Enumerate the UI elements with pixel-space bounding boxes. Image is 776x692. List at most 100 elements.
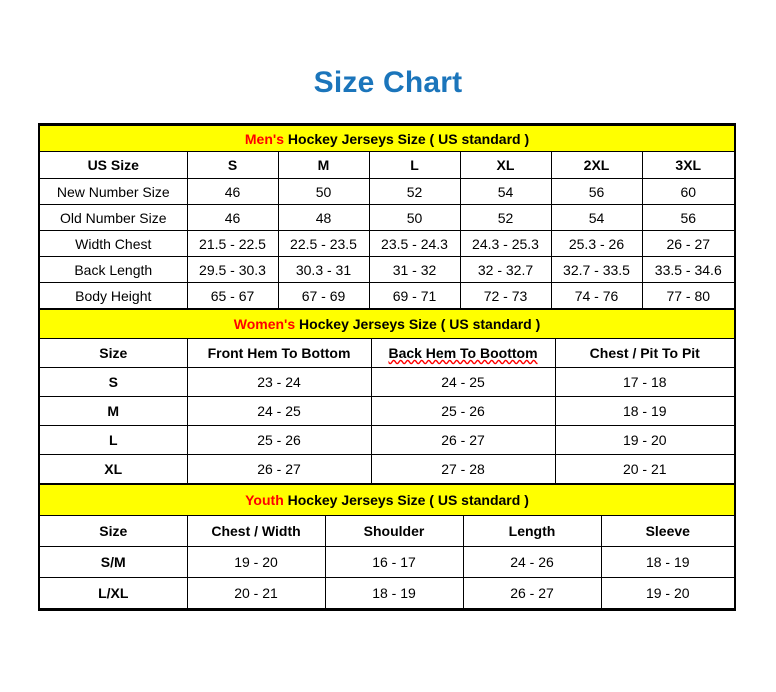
youth-cell-1-0: 20 - 21 (186, 577, 326, 609)
table-row: Body Height 65 - 67 67 - 69 69 - 71 72 -… (40, 282, 735, 309)
mens-col-header-0: US Size (40, 151, 188, 179)
table-row: XL 26 - 27 27 - 28 20 - 21 (40, 454, 735, 484)
womens-row-label-0: S (40, 367, 188, 397)
mens-cell-1-0: 46 (186, 204, 279, 231)
mens-cell-3-3: 32 - 32.7 (459, 256, 552, 283)
mens-cell-4-5: 77 - 80 (641, 282, 735, 309)
womens-banner-accent: Women's (233, 316, 296, 332)
womens-cell-3-1: 27 - 28 (370, 454, 556, 484)
mens-row-label-4: Body Height (40, 282, 188, 309)
mens-col-header-1: S (186, 151, 279, 179)
mens-cell-2-2: 23.5 - 24.3 (368, 230, 461, 257)
table-row: New Number Size 46 50 52 54 56 60 (40, 178, 735, 205)
womens-cell-1-2: 18 - 19 (554, 396, 735, 426)
mens-col-header-3: L (368, 151, 461, 179)
mens-cell-3-5: 33.5 - 34.6 (641, 256, 735, 283)
mens-col-header-2: M (277, 151, 370, 179)
youth-cell-0-1: 16 - 17 (324, 546, 464, 578)
mens-cell-3-4: 32.7 - 33.5 (550, 256, 643, 283)
mens-cell-0-2: 52 (368, 178, 461, 205)
mens-cell-2-5: 26 - 27 (641, 230, 735, 257)
youth-cell-0-2: 24 - 26 (462, 546, 602, 578)
womens-cell-0-2: 17 - 18 (554, 367, 735, 397)
womens-cell-2-2: 19 - 20 (554, 425, 735, 455)
mens-col-header-4: XL (459, 151, 552, 179)
mens-row-label-0: New Number Size (40, 178, 188, 205)
mens-cell-4-4: 74 - 76 (550, 282, 643, 309)
youth-banner-rest: Hockey Jerseys Size ( US standard ) (283, 492, 529, 508)
womens-col-header-2: Back Hem To Boottom (370, 338, 556, 368)
youth-banner-row: Youth Hockey Jerseys Size ( US standard … (40, 484, 734, 516)
youth-cell-1-3: 19 - 20 (600, 577, 734, 609)
mens-col-header-6: 3XL (641, 151, 735, 179)
mens-row-label-3: Back Length (40, 256, 188, 283)
youth-cell-0-0: 19 - 20 (186, 546, 326, 578)
womens-size-table: Women's Hockey Jerseys Size ( US standar… (40, 309, 735, 484)
mens-cell-0-4: 56 (550, 178, 643, 205)
youth-row-label-1: L/XL (40, 577, 188, 609)
mens-cell-1-2: 50 (368, 204, 461, 231)
youth-cell-1-1: 18 - 19 (324, 577, 464, 609)
womens-cell-3-0: 26 - 27 (186, 454, 372, 484)
page-title: Size Chart (313, 66, 463, 99)
mens-row-label-2: Width Chest (40, 230, 188, 257)
mens-cell-4-1: 67 - 69 (277, 282, 370, 309)
womens-cell-1-0: 24 - 25 (186, 396, 372, 426)
womens-col-header-1: Front Hem To Bottom (186, 338, 372, 368)
mens-banner-rest: Hockey Jerseys Size ( US standard ) (284, 130, 530, 147)
mens-banner-accent: Men's (244, 130, 285, 147)
mens-cell-1-5: 56 (641, 204, 735, 231)
mens-cell-1-1: 48 (277, 204, 370, 231)
womens-cell-2-1: 26 - 27 (370, 425, 556, 455)
table-row: M 24 - 25 25 - 26 18 - 19 (40, 396, 735, 426)
womens-col-header-0: Size (40, 338, 188, 368)
size-chart-tables: Men's Hockey Jerseys Size ( US standard … (38, 123, 736, 611)
womens-row-label-1: M (40, 396, 188, 426)
table-row: Back Length 29.5 - 30.3 30.3 - 31 31 - 3… (40, 256, 735, 283)
mens-cell-3-0: 29.5 - 30.3 (186, 256, 279, 283)
youth-row-label-0: S/M (40, 546, 188, 578)
youth-cell-0-3: 18 - 19 (600, 546, 734, 578)
womens-row-label-3: XL (40, 454, 188, 484)
youth-col-header-4: Sleeve (600, 515, 734, 547)
youth-cell-1-2: 26 - 27 (462, 577, 602, 609)
womens-col-header-2-text: Back Hem To Boottom (388, 345, 538, 361)
mens-cell-3-2: 31 - 32 (368, 256, 461, 283)
mens-cell-2-0: 21.5 - 22.5 (186, 230, 279, 257)
mens-col-header-5: 2XL (550, 151, 643, 179)
youth-col-header-0: Size (40, 515, 188, 547)
womens-cell-2-0: 25 - 26 (186, 425, 372, 455)
mens-cell-1-4: 54 (550, 204, 643, 231)
womens-banner-rest: Hockey Jerseys Size ( US standard ) (295, 316, 541, 332)
mens-cell-4-0: 65 - 67 (186, 282, 279, 309)
mens-cell-0-1: 50 (277, 178, 370, 205)
womens-cell-1-1: 25 - 26 (370, 396, 556, 426)
youth-col-header-1: Chest / Width (186, 515, 326, 547)
mens-cell-0-0: 46 (186, 178, 279, 205)
table-row: L 25 - 26 26 - 27 19 - 20 (40, 425, 735, 455)
mens-cell-3-1: 30.3 - 31 (277, 256, 370, 283)
womens-cell-3-2: 20 - 21 (554, 454, 735, 484)
youth-header-row: Size Chest / Width Shoulder Length Sleev… (40, 515, 734, 547)
youth-banner-accent: Youth (245, 492, 284, 508)
mens-cell-2-3: 24.3 - 25.3 (459, 230, 552, 257)
mens-cell-1-3: 52 (459, 204, 552, 231)
mens-cell-2-1: 22.5 - 23.5 (277, 230, 370, 257)
mens-size-table: Men's Hockey Jerseys Size ( US standard … (40, 125, 735, 309)
table-row: S 23 - 24 24 - 25 17 - 18 (40, 367, 735, 397)
womens-row-label-2: L (40, 425, 188, 455)
youth-banner: Youth Hockey Jerseys Size ( US standard … (40, 484, 734, 516)
mens-cell-0-3: 54 (459, 178, 552, 205)
mens-cell-2-4: 25.3 - 26 (550, 230, 643, 257)
mens-cell-0-5: 60 (641, 178, 735, 205)
womens-header-row: Size Front Hem To Bottom Back Hem To Boo… (40, 338, 735, 368)
youth-col-header-3: Length (462, 515, 602, 547)
womens-banner-row: Women's Hockey Jerseys Size ( US standar… (40, 309, 735, 339)
womens-cell-0-1: 24 - 25 (370, 367, 556, 397)
mens-header-row: US Size S M L XL 2XL 3XL (40, 151, 735, 179)
mens-row-label-1: Old Number Size (40, 204, 188, 231)
mens-cell-4-3: 72 - 73 (459, 282, 552, 309)
youth-size-table: Youth Hockey Jerseys Size ( US standard … (40, 484, 734, 609)
womens-banner: Women's Hockey Jerseys Size ( US standar… (40, 309, 735, 339)
